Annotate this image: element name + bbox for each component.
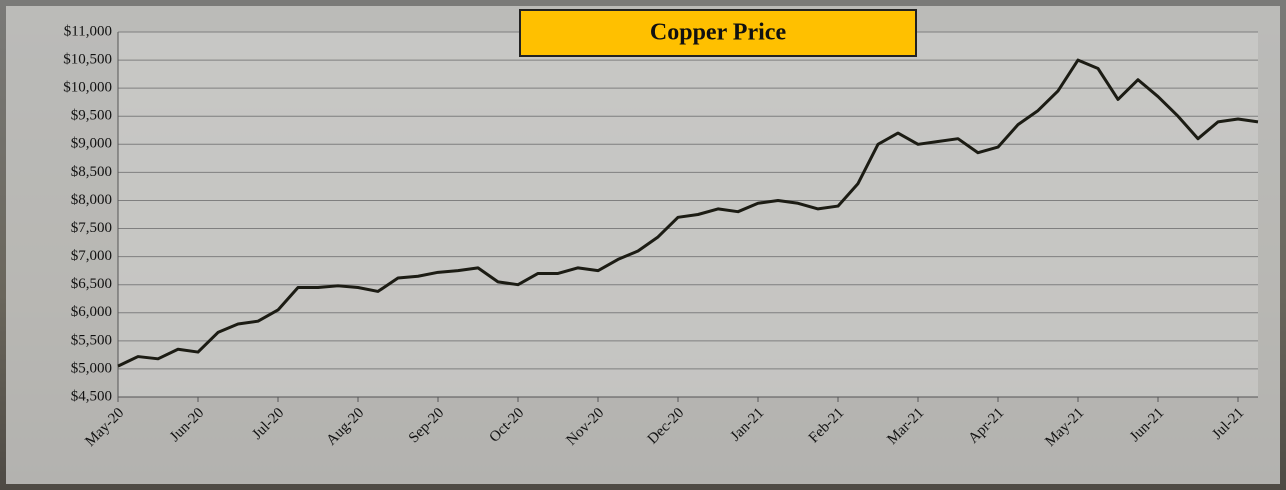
plot-area: $4,500 $5,000 $5,500 $6,000 $6,500 $7,000 $7,5… (63, 23, 1259, 450)
y-tick-label: $10,000 (63, 80, 112, 96)
y-tick-label: $4,500 (71, 388, 112, 404)
title-box (519, 9, 917, 57)
y-tick-label: $5,500 (71, 332, 112, 348)
y-tick-label: $10,500 (63, 52, 112, 68)
y-tick-label: $8,000 (71, 192, 112, 208)
y-tick-label: $6,500 (71, 276, 112, 292)
y-tick-label: $9,500 (71, 108, 112, 124)
y-tick-label: $9,000 (71, 136, 112, 152)
y-tick-label: $5,000 (71, 360, 112, 376)
y-tick-label: $7,500 (71, 220, 112, 236)
y-tick-label: $6,000 (71, 304, 112, 320)
y-tick-label: $8,500 (71, 164, 112, 180)
y-tick-label: $11,000 (64, 23, 112, 39)
chart-title: Copper Price (650, 20, 787, 46)
price-line (117, 58, 1259, 368)
y-tick-label: $7,000 (71, 248, 112, 264)
